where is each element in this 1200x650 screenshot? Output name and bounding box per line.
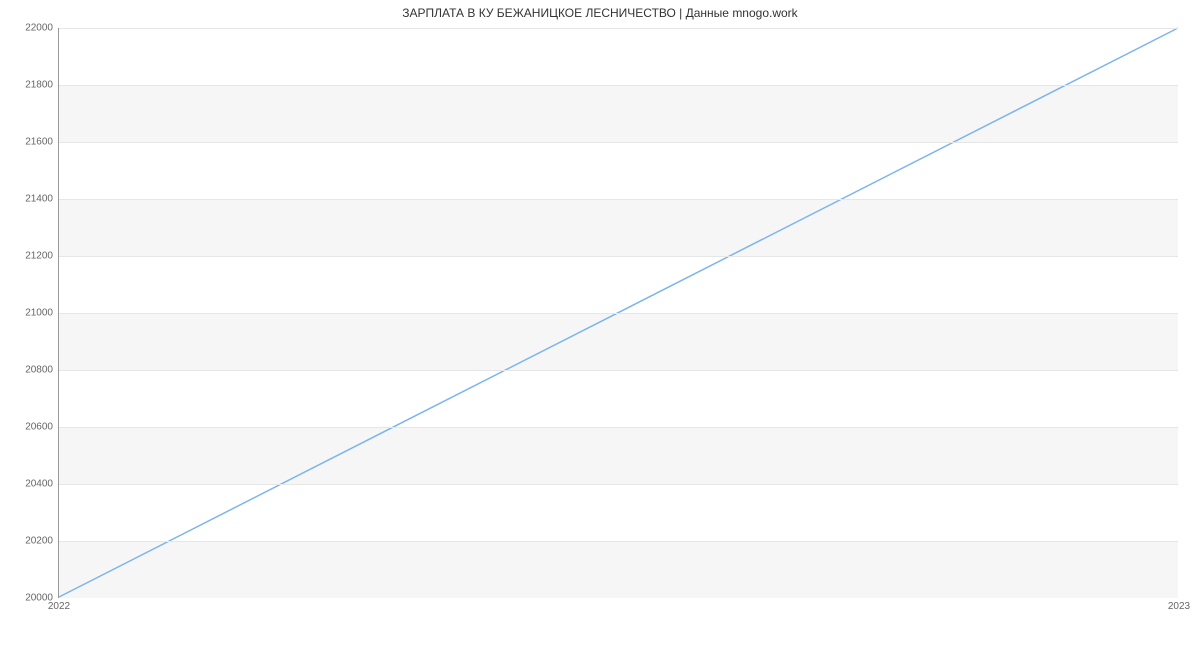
y-tick-label: 22000 [25, 23, 53, 34]
plot-area: 2000020200204002060020800210002120021400… [58, 28, 1178, 598]
y-gridline [59, 427, 1178, 428]
y-tick-label: 20800 [25, 365, 53, 376]
y-gridline [59, 370, 1178, 371]
y-gridline [59, 142, 1178, 143]
x-tick-label: 2023 [1168, 601, 1190, 612]
y-tick-label: 21200 [25, 251, 53, 262]
chart-title: ЗАРПЛАТА В КУ БЕЖАНИЦКОЕ ЛЕСНИЧЕСТВО | Д… [0, 6, 1200, 20]
y-gridline [59, 484, 1178, 485]
y-tick-label: 21400 [25, 194, 53, 205]
y-gridline [59, 313, 1178, 314]
y-gridline [59, 28, 1178, 29]
y-tick-label: 21000 [25, 308, 53, 319]
salary-chart: ЗАРПЛАТА В КУ БЕЖАНИЦКОЕ ЛЕСНИЧЕСТВО | Д… [0, 0, 1200, 650]
y-tick-label: 21800 [25, 80, 53, 91]
y-gridline [59, 85, 1178, 86]
y-tick-label: 21600 [25, 137, 53, 148]
x-tick-label: 2022 [48, 601, 70, 612]
y-tick-label: 20600 [25, 422, 53, 433]
y-gridline [59, 541, 1178, 542]
y-gridline [59, 199, 1178, 200]
y-tick-label: 20400 [25, 479, 53, 490]
y-gridline [59, 256, 1178, 257]
y-tick-label: 20200 [25, 536, 53, 547]
